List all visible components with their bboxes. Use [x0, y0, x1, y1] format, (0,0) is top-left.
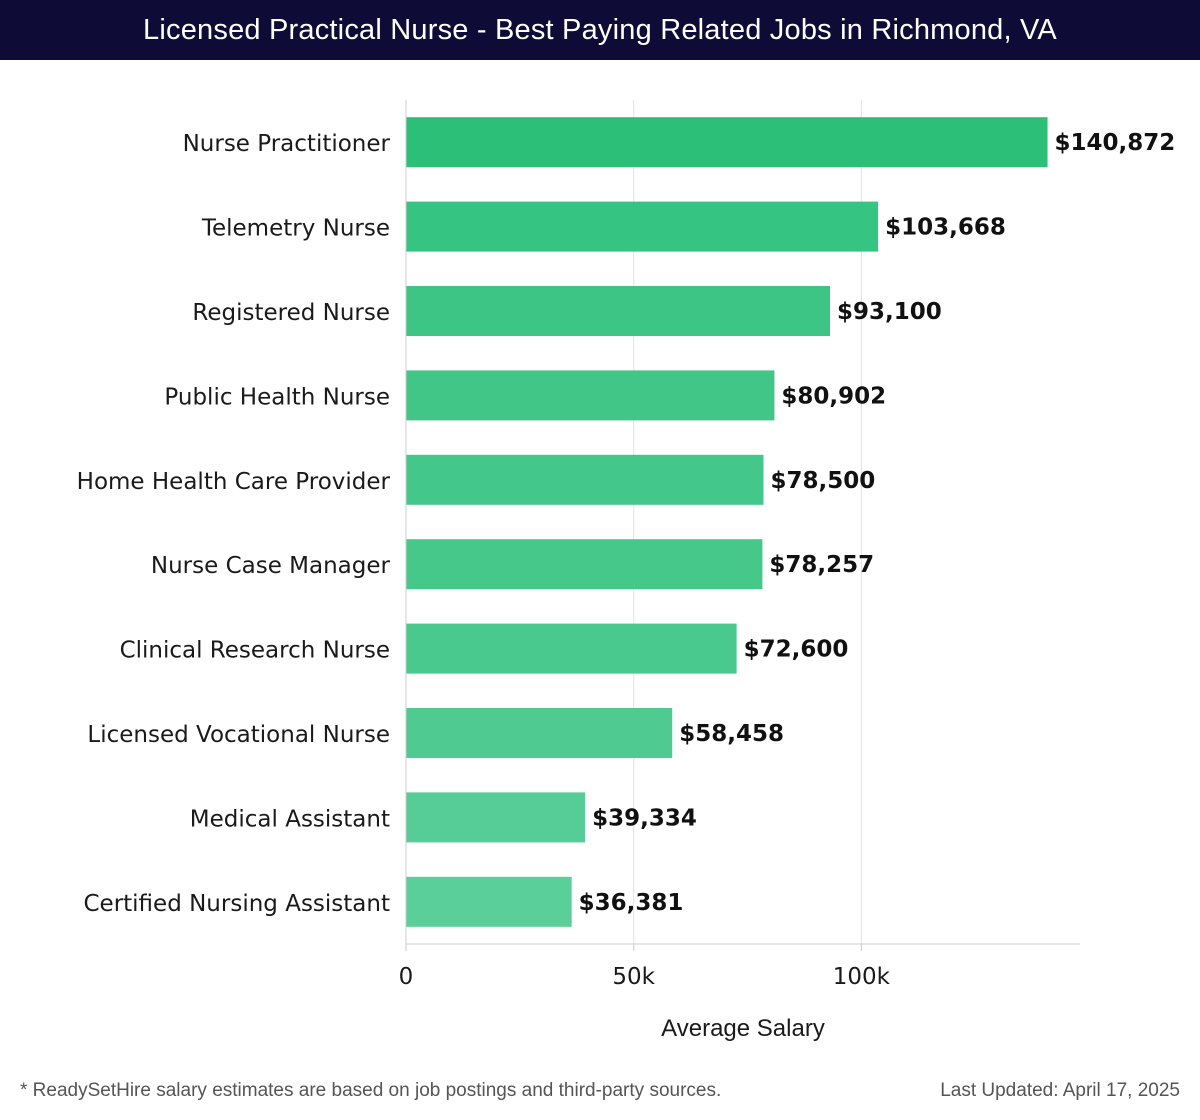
category-label: Nurse Practitioner: [183, 131, 391, 157]
x-tick-label: 50k: [612, 964, 655, 990]
bar-7: [406, 623, 737, 674]
category-label: Registered Nurse: [192, 300, 390, 326]
bar-2: [406, 201, 879, 252]
bar-10: [406, 876, 572, 927]
bar-4: [406, 370, 775, 421]
category-label: Public Health Nurse: [164, 384, 390, 410]
category-label: Nurse Case Manager: [151, 553, 391, 579]
category-label: Home Health Care Provider: [77, 469, 391, 495]
value-label: $72,600: [744, 637, 849, 663]
value-label: $78,257: [769, 552, 874, 578]
value-label: $103,668: [885, 215, 1006, 241]
bar-5: [406, 454, 764, 505]
last-updated: Last Updated: April 17, 2025: [940, 1080, 1180, 1101]
value-label: $140,872: [1055, 130, 1176, 156]
salary-bar-chart: Nurse Practitioner $140,872 Telemetry Nurs…: [77, 100, 1176, 1042]
x-tick-label: 100k: [833, 964, 891, 990]
category-label: Telemetry Nurse: [201, 216, 390, 242]
bar-3: [406, 286, 830, 336]
category-label: Medical Assistant: [190, 806, 390, 832]
chart-title-bar: Licensed Practical Nurse - Best Paying R…: [0, 0, 1200, 60]
value-label: $36,381: [579, 890, 684, 916]
value-label: $80,902: [781, 383, 886, 409]
value-label: $58,458: [679, 721, 784, 747]
chart-title: Licensed Practical Nurse - Best Paying R…: [143, 13, 1057, 46]
value-label: $39,334: [592, 805, 697, 831]
category-label: Certified Nursing Assistant: [83, 891, 390, 917]
category-label: Clinical Research Nurse: [120, 638, 390, 664]
x-axis-title: Average Salary: [661, 1015, 825, 1042]
bar-9: [406, 792, 586, 843]
category-label: Licensed Vocational Nurse: [87, 722, 390, 748]
x-tick-label: 0: [399, 964, 414, 990]
bar-8: [406, 708, 673, 758]
footer-note: * ReadySetHire salary estimates are base…: [20, 1080, 722, 1101]
value-label: $93,100: [837, 299, 942, 325]
bar-1: [406, 117, 1048, 168]
value-label: $78,500: [770, 468, 875, 494]
bar-6: [406, 539, 763, 590]
